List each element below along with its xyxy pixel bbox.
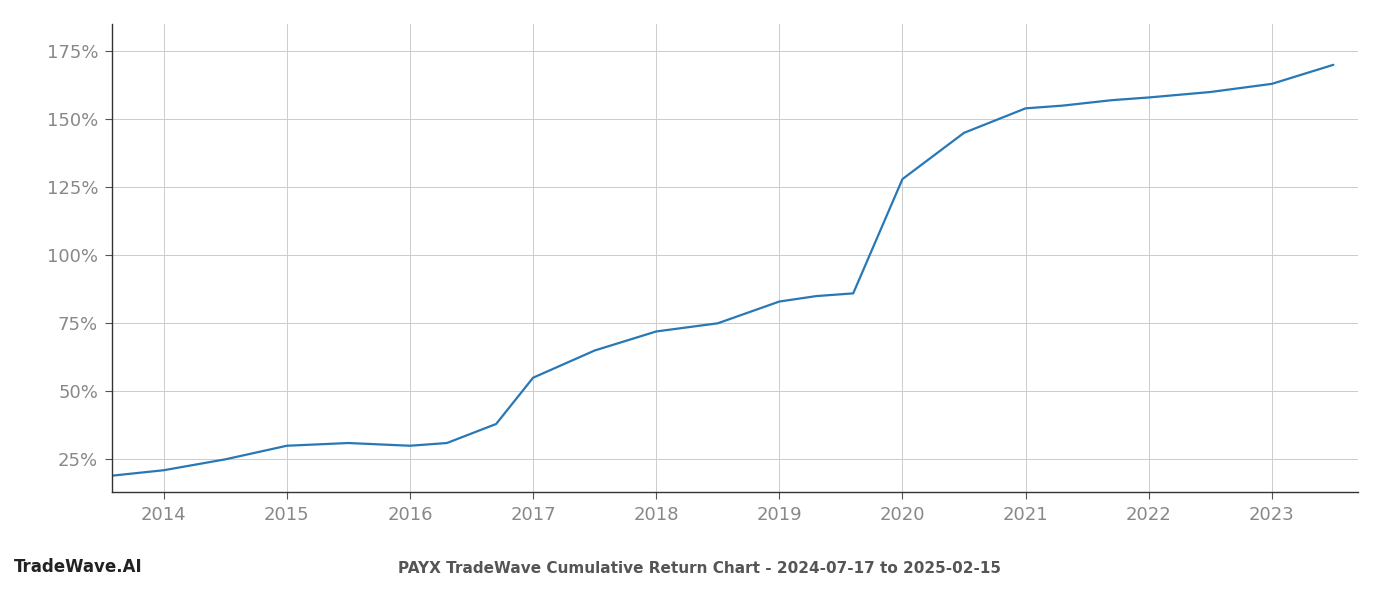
Text: TradeWave.AI: TradeWave.AI <box>14 558 143 576</box>
Text: PAYX TradeWave Cumulative Return Chart - 2024-07-17 to 2025-02-15: PAYX TradeWave Cumulative Return Chart -… <box>399 561 1001 576</box>
